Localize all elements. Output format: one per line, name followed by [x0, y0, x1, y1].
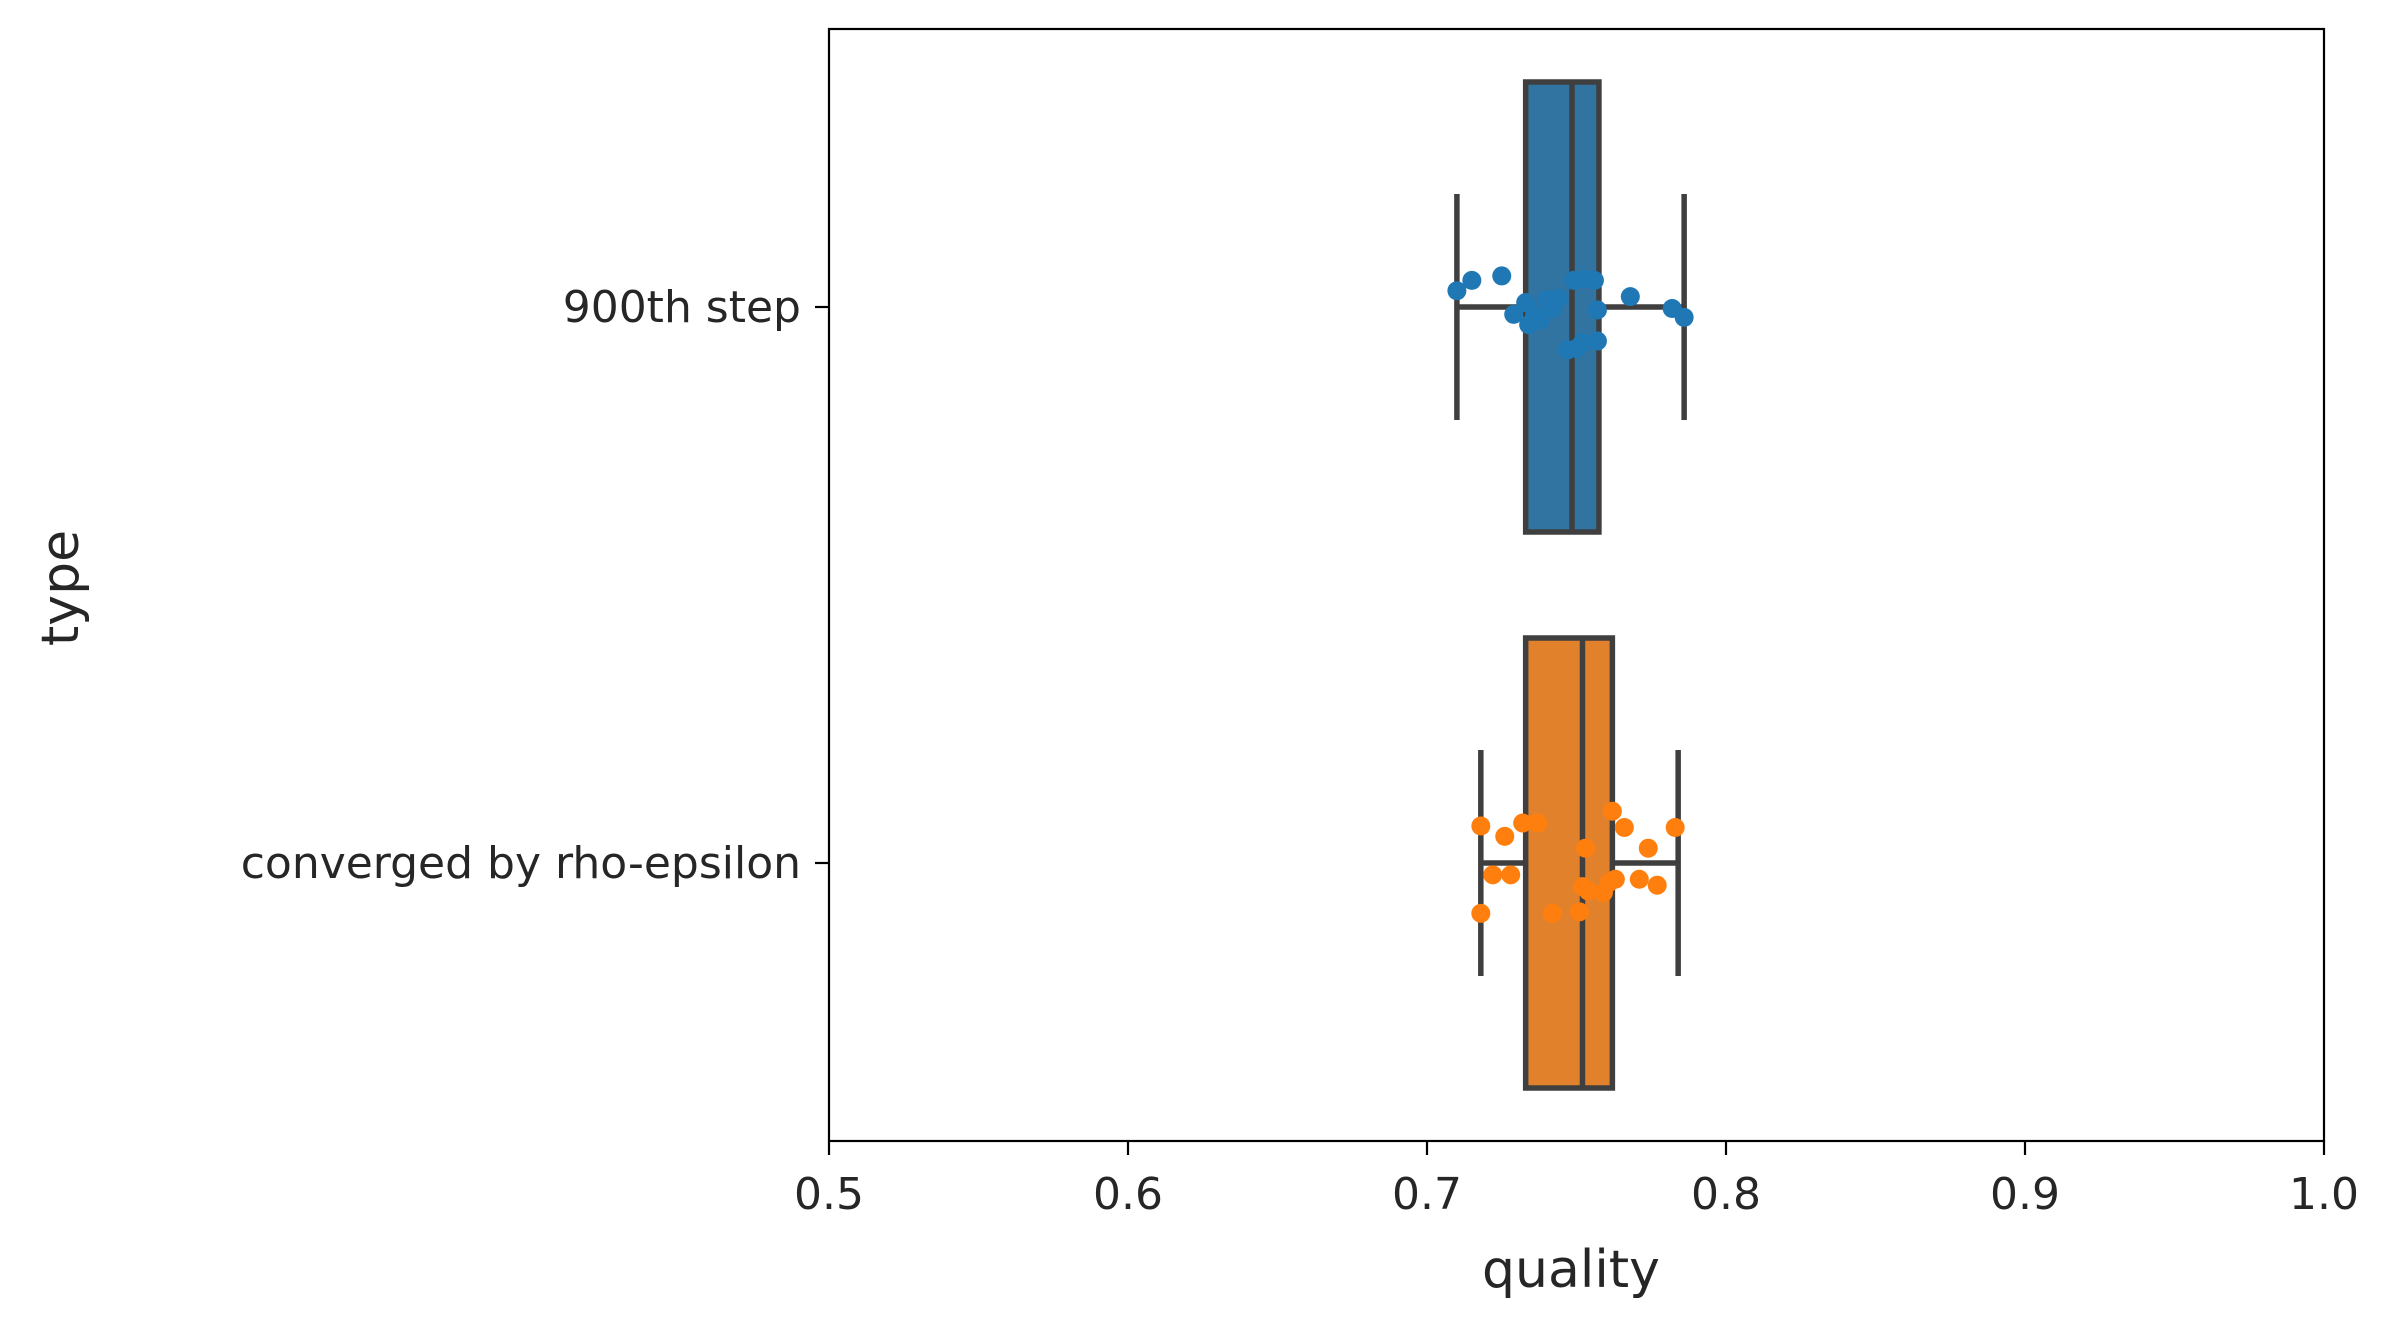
data-point [1584, 270, 1604, 290]
x-tick-label: 0.8 [1691, 1169, 1761, 1220]
x-axis-label: quality [1482, 1240, 1660, 1300]
data-point [1569, 902, 1589, 922]
data-point [1501, 865, 1521, 885]
data-point [1614, 817, 1634, 837]
x-tick-label: 0.9 [1990, 1169, 2060, 1220]
data-point [1572, 333, 1592, 353]
data-point [1504, 304, 1524, 324]
data-point [1543, 903, 1563, 923]
data-point [1587, 300, 1607, 320]
x-tick-label: 1.0 [2289, 1169, 2359, 1220]
x-tick-label: 0.7 [1392, 1169, 1462, 1220]
data-point [1471, 816, 1491, 836]
plot-area-frame [827, 27, 2326, 1143]
data-point [1483, 865, 1503, 885]
data-point [1492, 266, 1512, 286]
data-point [1587, 331, 1607, 351]
data-point [1620, 287, 1640, 307]
data-point [1665, 817, 1685, 837]
data-point [1602, 801, 1622, 821]
plot-content [1447, 79, 1694, 1091]
data-point [1528, 813, 1548, 833]
data-point [1647, 875, 1667, 895]
y-category-label: converged by rho-epsilon [241, 838, 801, 889]
x-tick-label: 0.6 [1093, 1169, 1163, 1220]
data-point [1531, 310, 1551, 330]
data-point [1462, 270, 1482, 290]
data-point [1674, 307, 1694, 327]
data-point [1549, 288, 1569, 308]
x-tick-label: 0.5 [794, 1169, 864, 1220]
data-point [1447, 281, 1467, 301]
y-category-label: 900th step [563, 282, 801, 333]
data-point [1638, 838, 1658, 858]
data-point [1578, 881, 1598, 901]
y-axis: 900th step converged by rho-epsilon [241, 282, 829, 889]
data-point [1495, 826, 1515, 846]
series-1 [1447, 79, 1694, 535]
series-2 [1471, 635, 1685, 1091]
data-point [1575, 838, 1595, 858]
data-point [1513, 813, 1533, 833]
x-axis: 0.5 0.6 0.7 0.8 0.9 1.0 [794, 1141, 2359, 1220]
data-point [1471, 903, 1491, 923]
y-axis-label: type [31, 530, 91, 646]
data-point [1629, 869, 1649, 889]
iqr-box [1522, 635, 1616, 1091]
data-point [1605, 869, 1625, 889]
